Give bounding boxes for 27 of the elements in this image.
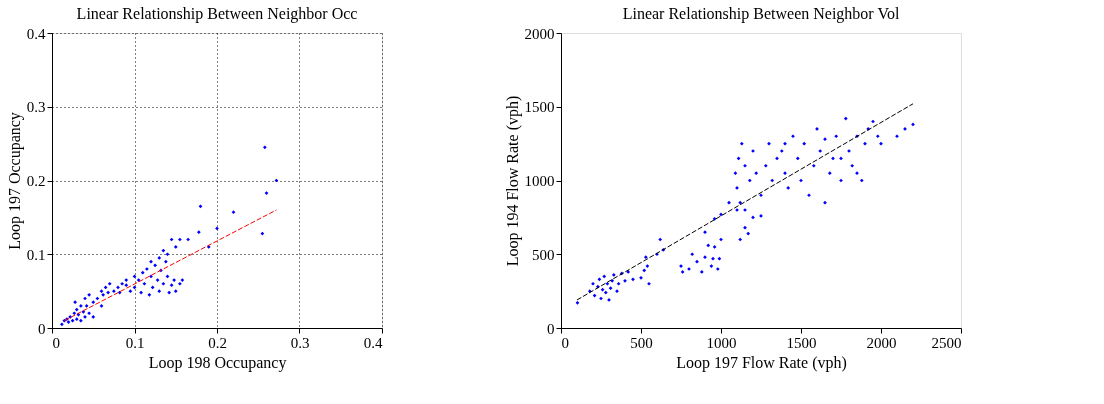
y-tick-label: 0.2 — [26, 173, 46, 189]
x-tick-label: 2500 — [931, 334, 962, 351]
y-axis-title: Loop 197 Occupancy — [5, 112, 24, 250]
y-tick-label: 0.4 — [26, 25, 46, 42]
x-axis-title: Loop 197 Flow Rate (vph) — [676, 353, 847, 372]
x-tick-label: 2000 — [866, 334, 897, 351]
y-tick-label: 1000 — [524, 173, 555, 189]
y-axis-title: Loop 194 Flow Rate (vph) — [503, 95, 522, 267]
x-tick-label: 0.3 — [290, 334, 310, 351]
x-tick-label: 500 — [630, 334, 653, 351]
y-tick-label: 500 — [532, 246, 555, 263]
x-tick-label: 1500 — [786, 334, 817, 351]
x-axis-title: Loop 198 Occupancy — [148, 353, 287, 372]
x-tick-label: 0.1 — [125, 334, 145, 351]
x-tick-label: 1000 — [706, 334, 737, 351]
y-tick-label: 0.3 — [26, 99, 46, 116]
chart-title: Linear Relationship Between Neighbor Vol — [622, 5, 900, 23]
x-tick-label: 0 — [52, 334, 60, 351]
x-tick-label: 0 — [561, 334, 569, 351]
y-tick-label: 2000 — [524, 25, 555, 42]
x-tick-label: 0.2 — [208, 334, 227, 351]
chart-title: Linear Relationship Between Neighbor Occ — [76, 5, 358, 23]
y-tick-label: 1500 — [524, 99, 555, 116]
y-tick-label: 0.1 — [26, 246, 46, 263]
x-tick-label: 0.4 — [363, 334, 383, 351]
y-tick-label: 0 — [38, 320, 46, 337]
y-tick-label: 0 — [547, 320, 555, 337]
